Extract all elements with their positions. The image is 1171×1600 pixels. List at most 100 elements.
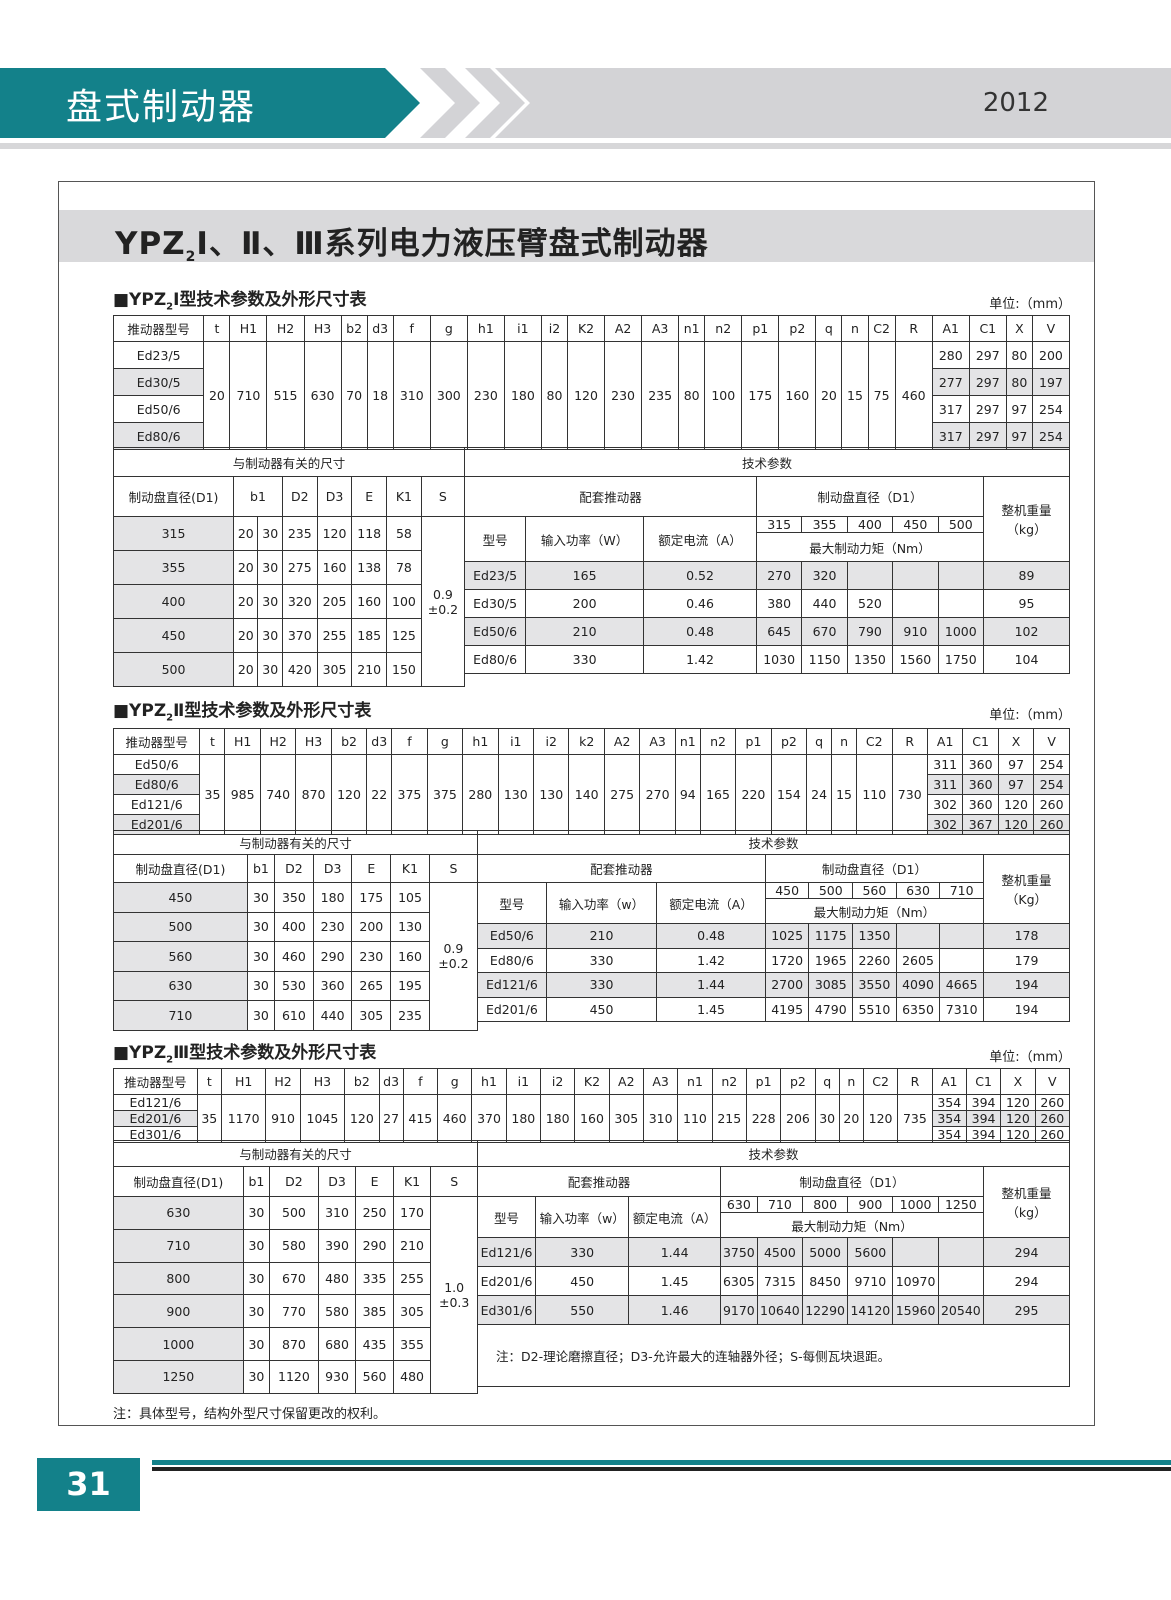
column-header: 推动器型号 (112, 315, 205, 342)
tech-header-row: 配套推动器 制动盘直径（D1） 整机重量（kg） (464, 476, 1070, 562)
table-row: Ed23/5 20 710 515 630 70 18 310 300 230 180 80 120 23… (112, 341, 1071, 450)
table-row: 900 30 770 580 385 305 (113, 1294, 478, 1329)
shared-value: 120 (566, 341, 606, 450)
header-banner (0, 68, 420, 138)
value-cell: 394 (965, 1126, 1002, 1143)
torque-cell: 8450 (801, 1266, 849, 1296)
column-header: i1 (503, 315, 542, 342)
table-row: 500 20 30 420 305 210 150 (112, 652, 465, 687)
group-header-row: 与制动器有关的尺寸 (113, 447, 465, 477)
value-cell: 254 (1033, 754, 1070, 775)
value-cell: 260 (1034, 1110, 1071, 1127)
torque-cell: 15960 (892, 1295, 939, 1325)
spec-table: 推动器型号 t H1 H2 H3 b2 d3 f g h1 i1 i2 k2 A2 A3 n1 n2 p1 p2 q n… (112, 728, 1070, 835)
value-cell: 297 (968, 341, 1007, 369)
shared-value: 228 (745, 1094, 782, 1143)
table-row: Ed301/6 550 1.46 9170 10640 12290 14120 15960 20… (476, 1295, 1070, 1325)
tech-note: 注：D2-理论磨擦直径；D3-允许最大的连轴器外径；S-每侧瓦块退距。 (477, 1324, 1070, 1387)
value-cell: 160 (316, 550, 353, 585)
column-header: 额定电流（A） (643, 516, 757, 562)
value-cell: 170 (392, 1196, 432, 1230)
column-header: D3 (312, 854, 353, 883)
torque-cell (895, 923, 941, 949)
column-header: H2 (265, 1068, 301, 1095)
column-header: 额定电流（A） (656, 882, 766, 924)
diameter-header: 1250 (937, 1196, 985, 1213)
current-cell: 0.46 (643, 589, 757, 618)
weight-header: 整机重量（kg） (983, 476, 1070, 562)
disc-diameter: 560 (113, 941, 248, 972)
model-cell: Ed50/6 (477, 923, 547, 949)
value-cell: 120 (1000, 1110, 1036, 1127)
model-cell: Ed201/6 (477, 996, 547, 1022)
column-header: 推动器型号 (113, 1068, 198, 1095)
b1-value: 30 (246, 970, 276, 1001)
shared-value: 160 (574, 1094, 610, 1143)
torque-cell: 3085 (808, 972, 854, 998)
column-header: A2 (603, 728, 641, 755)
value-cell: 97 (1005, 395, 1033, 423)
torque-cell (846, 561, 894, 590)
column-header: d3 (378, 1068, 404, 1095)
dimensions-table: 与制动器有关的尺寸 制动盘直径(D1) b1 D2 D3 E K1 S 315 20 30 235 12… (112, 447, 466, 687)
torque-cell: 4790 (808, 996, 854, 1022)
footer-line (152, 1467, 1171, 1471)
table-row: 450 30 350 180 175 105 0.9 ±0.2 (113, 882, 479, 1031)
value-cell: 254 (1031, 395, 1071, 423)
column-header: V (1033, 728, 1070, 755)
column-header: S (430, 1166, 478, 1197)
group-header: 技术参数 (464, 447, 1070, 477)
value-cell: 317 (931, 395, 970, 423)
shared-value: 20 (838, 1094, 864, 1143)
value-cell: 180 (312, 882, 353, 913)
column-header: H1 (229, 315, 268, 342)
model-cell: Ed201/6 (113, 1110, 198, 1127)
value-cell: 360 (962, 754, 999, 775)
shared-value: 80 (540, 341, 569, 450)
diameter-header: 400 (846, 516, 894, 533)
column-header: R (891, 728, 928, 755)
current-cell: 1.45 (656, 996, 766, 1022)
column-header: E (355, 1166, 394, 1197)
value-cell: 670 (269, 1261, 319, 1296)
torque-header: 最大制动力矩（Nm） (719, 1212, 985, 1238)
shared-value: 740 (259, 754, 297, 835)
value-cell: 130 (390, 911, 430, 942)
value-cell: 870 (269, 1327, 319, 1361)
group-header: 技术参数 (477, 1140, 1070, 1167)
torque-cell: 7315 (756, 1266, 804, 1296)
value-cell: 120 (316, 516, 353, 551)
table-row: 560 30 460 290 230 160 (113, 941, 478, 972)
weight-cell: 179 (983, 947, 1070, 973)
value-cell: 580 (317, 1294, 357, 1329)
model-cell: Ed80/6 (463, 645, 527, 674)
disc-diameter: 630 (113, 970, 248, 1001)
model-cell: Ed23/5 (463, 561, 527, 590)
column-header: i2 (540, 315, 569, 342)
spec-table: 推动器型号 t H1 H2 H3 b2 d3 f g h1 i1 i2 K2 A2 A3 n1 n2 p1 p2 q n… (112, 315, 1071, 450)
b1-value: 30 (242, 1327, 271, 1361)
table-row: 315 20 30 235 120 118 58 0.9 ±0.2 (112, 516, 466, 687)
disc-diameter: 315 (112, 516, 235, 551)
model-cell: Ed121/6 (112, 794, 201, 815)
current-cell: 0.48 (656, 923, 766, 949)
s-value-tolerance: ±0.2 (427, 601, 459, 617)
column-header: 型号 (476, 1196, 537, 1238)
column-header: h1 (466, 315, 505, 342)
dims-header-row: 制动盘直径(D1) b1 D2 D3 E K1 S (112, 476, 466, 517)
shared-value: 710 (229, 341, 268, 450)
diameter-header: 1000 (892, 1196, 939, 1213)
tech-subheader-row: 型号 输入功率（w） 额定电流（A） 630 710 800 900 1000 1250 (476, 1196, 1070, 1238)
column-header: f (392, 315, 431, 342)
model-cell: Ed30/5 (112, 368, 205, 396)
model-cell: Ed30/5 (463, 589, 527, 618)
group-header: 与制动器有关的尺寸 (113, 1140, 478, 1167)
column-header: b2 (330, 728, 368, 755)
model-cell: Ed50/6 (112, 395, 205, 423)
value-cell: 480 (392, 1359, 432, 1394)
model-cell: Ed80/6 (112, 774, 201, 795)
title-band (59, 210, 1094, 262)
weight-cell: 95 (983, 589, 1070, 618)
b1-value: 30 (246, 911, 276, 942)
shared-value: 1045 (299, 1094, 346, 1143)
